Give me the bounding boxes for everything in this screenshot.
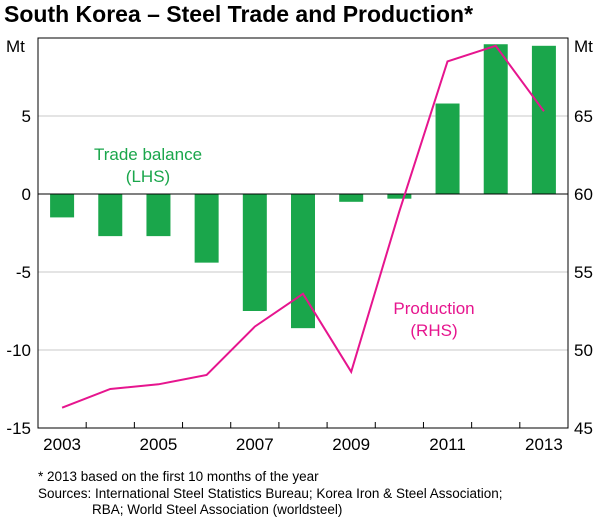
trade-balance-bar: [531, 45, 556, 194]
production-line: [61, 44, 545, 409]
trade-balance-bar: [146, 194, 171, 237]
trade-balance-bar: [387, 194, 412, 199]
x-axis-ticks: [37, 422, 569, 428]
sources-line-1: Sources: International Steel Statistics …: [38, 486, 503, 501]
trade-balance-bar: [483, 44, 508, 194]
x-tick-label: 2013: [525, 435, 563, 454]
production-label: Production: [393, 299, 474, 318]
x-tick-label: 2009: [332, 435, 370, 454]
x-tick-label: 2011: [429, 435, 466, 454]
chart-title: South Korea – Steel Trade and Production…: [4, 1, 473, 27]
x-tick-label: 2007: [236, 435, 274, 454]
x-axis-tick-labels: 2003 2005 2007 2009 2011 2013: [43, 435, 563, 454]
right-tick-label: 65: [574, 107, 593, 126]
footnote: * 2013 based on the first 10 months of t…: [38, 469, 319, 484]
x-tick-label: 2005: [140, 435, 178, 454]
left-tick-label: -10: [6, 341, 31, 360]
left-tick-label: 5: [22, 107, 31, 126]
trade-balance-bar: [435, 103, 460, 194]
right-axis-tick-labels: 65 60 55 50 45: [574, 107, 593, 438]
sources-line-2: RBA; World Steel Association (worldsteel…: [92, 502, 343, 517]
left-tick-label: 0: [22, 185, 31, 204]
trade-balance-bar: [339, 194, 364, 202]
right-axis-unit: Mt: [574, 37, 593, 56]
trade-balance-bars: [50, 44, 556, 329]
plot-frame: [37, 37, 569, 429]
trade-balance-bar: [98, 194, 123, 237]
trade-balance-axis-label: (LHS): [126, 167, 170, 186]
right-tick-label: 60: [574, 185, 593, 204]
right-tick-label: 50: [574, 341, 593, 360]
production-axis-label: (RHS): [410, 321, 457, 340]
right-tick-label: 45: [574, 419, 593, 438]
trade-balance-label: Trade balance: [94, 145, 202, 164]
left-tick-label: -5: [16, 263, 31, 282]
left-tick-label: -15: [6, 419, 31, 438]
x-tick-label: 2003: [43, 435, 81, 454]
left-axis-unit: Mt: [6, 37, 25, 56]
trade-balance-bar: [194, 194, 219, 263]
trade-balance-bar: [242, 194, 267, 311]
right-tick-label: 55: [574, 263, 593, 282]
left-axis-tick-labels: 5 0 -5 -10 -15: [6, 107, 31, 438]
trade-balance-bar: [50, 194, 75, 218]
